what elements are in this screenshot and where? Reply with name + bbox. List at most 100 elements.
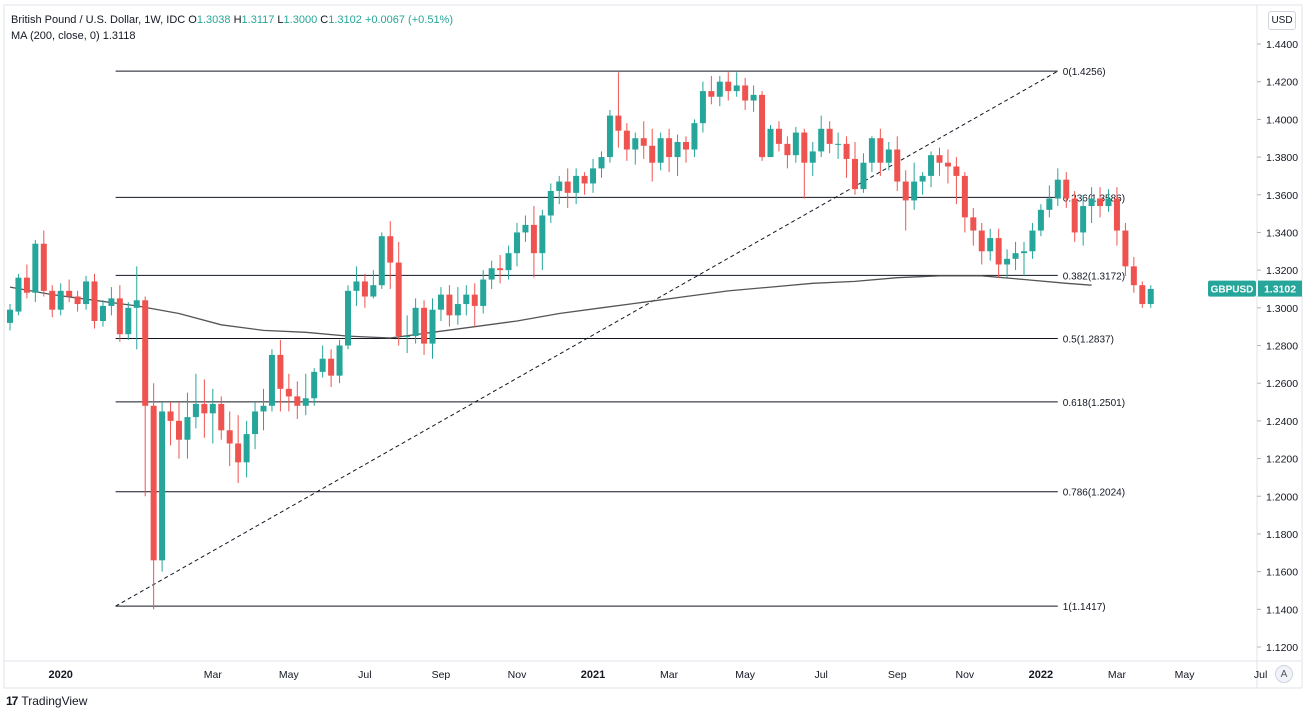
candle-27[interactable]: [235, 415, 242, 484]
candle-12[interactable]: [108, 287, 115, 316]
candle-72[interactable]: [615, 72, 622, 148]
candle-49[interactable]: [421, 300, 428, 355]
candle-36[interactable]: [311, 368, 318, 406]
candle-68[interactable]: [581, 172, 588, 195]
candle-16[interactable]: [142, 296, 149, 497]
candle-45[interactable]: [387, 221, 394, 289]
candle-116[interactable]: [987, 228, 994, 261]
candle-80[interactable]: [683, 136, 689, 163]
candle-23[interactable]: [201, 379, 208, 438]
candle-102[interactable]: [868, 136, 875, 173]
candle-110[interactable]: [936, 147, 943, 176]
fib-trend-dashed-line[interactable]: [115, 70, 1059, 607]
candle-38[interactable]: [328, 349, 335, 387]
moving-average-line[interactable]: [9, 275, 1092, 339]
candle-18[interactable]: [159, 402, 166, 572]
candle-6[interactable]: [57, 283, 64, 316]
candle-81[interactable]: [691, 119, 698, 158]
candle-74[interactable]: [632, 132, 639, 165]
candle-126[interactable]: [1071, 190, 1078, 242]
candle-10[interactable]: [91, 273, 98, 329]
candle-19[interactable]: [167, 402, 174, 446]
candle-54[interactable]: [463, 285, 470, 316]
x-axis[interactable]: 2020 Mar May Jul Sep Nov 2021 Mar May Jul Sep Nov 20…: [48, 669, 1267, 681]
candle-25[interactable]: [218, 396, 225, 440]
candle-115[interactable]: [978, 223, 985, 265]
candle-31[interactable]: [268, 349, 275, 412]
candle-91[interactable]: [775, 121, 782, 152]
candle-103[interactable]: [877, 128, 884, 176]
candle-106[interactable]: [902, 170, 909, 231]
candle-101[interactable]: [860, 153, 867, 193]
currency-button[interactable]: USD: [1268, 11, 1296, 30]
candle-100[interactable]: [852, 141, 858, 195]
candle-83[interactable]: [708, 76, 715, 105]
candle-11[interactable]: [99, 300, 106, 327]
candle-120[interactable]: [1021, 241, 1027, 276]
candle-39[interactable]: [336, 339, 343, 384]
candle-108[interactable]: [919, 172, 926, 195]
candle-35[interactable]: [302, 373, 309, 416]
candle-48[interactable]: [412, 298, 419, 344]
candle-129[interactable]: [1097, 187, 1104, 218]
candle-122[interactable]: [1037, 204, 1044, 237]
candle-0[interactable]: [7, 304, 13, 331]
candle-50[interactable]: [429, 298, 436, 359]
candle-69[interactable]: [590, 158, 597, 193]
candle-133[interactable]: [1130, 256, 1137, 293]
candle-42[interactable]: [361, 273, 368, 308]
candle-82[interactable]: [699, 81, 706, 133]
candle-127[interactable]: [1080, 194, 1087, 246]
candle-132[interactable]: [1122, 223, 1129, 276]
candle-67[interactable]: [573, 168, 580, 205]
tradingview-branding[interactable]: 17 TradingView: [6, 694, 87, 708]
candle-99[interactable]: [843, 136, 850, 178]
candle-123[interactable]: [1046, 185, 1053, 218]
candle-13[interactable]: [116, 285, 123, 342]
candle-124[interactable]: [1054, 168, 1061, 207]
candle-14[interactable]: [125, 302, 132, 340]
candle-37[interactable]: [319, 345, 326, 378]
candle-59[interactable]: [505, 245, 512, 280]
candle-114[interactable]: [970, 207, 977, 246]
candle-94[interactable]: [801, 128, 808, 199]
candle-86[interactable]: [733, 72, 740, 97]
candle-76[interactable]: [649, 128, 656, 182]
candle-87[interactable]: [742, 77, 749, 110]
candle-21[interactable]: [184, 392, 191, 459]
candle-57[interactable]: [488, 260, 495, 289]
auto-scale-button[interactable]: A: [1275, 665, 1293, 683]
ma-200-line[interactable]: [9, 275, 1092, 339]
candle-28[interactable]: [243, 420, 250, 478]
candle-121[interactable]: [1029, 223, 1036, 259]
candle-90[interactable]: [767, 125, 774, 158]
candle-30[interactable]: [260, 388, 267, 431]
candle-61[interactable]: [522, 215, 529, 242]
candle-41[interactable]: [353, 266, 360, 306]
candle-63[interactable]: [539, 209, 546, 271]
candle-130[interactable]: [1105, 189, 1112, 212]
candle-53[interactable]: [454, 287, 461, 325]
candle-111[interactable]: [944, 149, 951, 184]
candle-119[interactable]: [1012, 241, 1019, 271]
candle-56[interactable]: [480, 270, 487, 314]
candle-24[interactable]: [209, 388, 216, 444]
candle-96[interactable]: [818, 115, 825, 158]
candle-77[interactable]: [657, 132, 664, 171]
candle-131[interactable]: [1113, 187, 1120, 246]
candle-66[interactable]: [564, 168, 571, 208]
candle-65[interactable]: [556, 175, 563, 205]
candle-105[interactable]: [894, 136, 901, 191]
candle-44[interactable]: [378, 232, 385, 289]
candle-2[interactable]: [23, 264, 30, 299]
candle-85[interactable]: [725, 72, 732, 101]
legend-symbol[interactable]: British Pound / U.S. Dollar, 1W, IDC: [11, 14, 186, 26]
candles[interactable]: [7, 72, 1154, 610]
candle-62[interactable]: [530, 206, 537, 278]
candle-70[interactable]: [598, 151, 605, 178]
candle-47[interactable]: [404, 315, 411, 354]
candle-58[interactable]: [497, 255, 504, 284]
candle-43[interactable]: [370, 270, 377, 299]
candle-4[interactable]: [40, 230, 47, 297]
